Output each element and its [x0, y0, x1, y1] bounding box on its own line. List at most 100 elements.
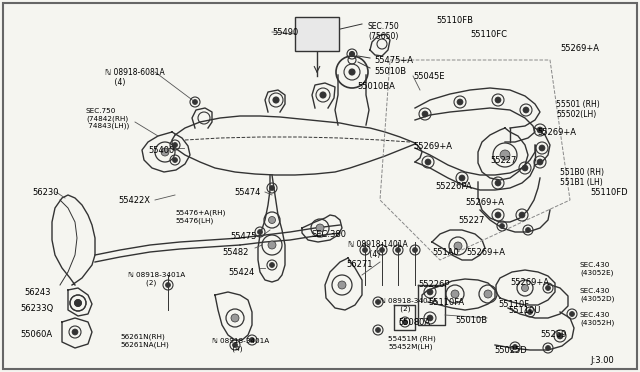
- Text: 551B0 (RH)
551B1 (LH): 551B0 (RH) 551B1 (LH): [560, 168, 604, 187]
- Text: 55269+A: 55269+A: [413, 142, 452, 151]
- Text: 55227: 55227: [458, 216, 484, 225]
- Circle shape: [161, 148, 169, 156]
- Circle shape: [380, 247, 385, 253]
- Text: 55010BA: 55010BA: [357, 82, 395, 91]
- Circle shape: [495, 180, 501, 186]
- Circle shape: [74, 299, 81, 307]
- Text: 56233Q: 56233Q: [20, 304, 53, 313]
- Text: 55025D: 55025D: [494, 346, 527, 355]
- Circle shape: [459, 175, 465, 181]
- Text: 55422X: 55422X: [118, 196, 150, 205]
- Circle shape: [396, 247, 401, 253]
- Text: 55110U: 55110U: [508, 306, 540, 315]
- Text: 55269+A: 55269+A: [465, 198, 504, 207]
- Circle shape: [454, 242, 462, 250]
- Text: 55269+A: 55269+A: [560, 44, 599, 53]
- Circle shape: [422, 111, 428, 117]
- Text: ℕ 08918-3401A
         (4): ℕ 08918-3401A (4): [212, 338, 269, 352]
- Circle shape: [349, 51, 355, 57]
- Text: 55475+A: 55475+A: [374, 56, 413, 65]
- Text: ℕ 08918-1401A
         (4): ℕ 08918-1401A (4): [348, 240, 408, 259]
- Circle shape: [425, 159, 431, 165]
- Circle shape: [320, 92, 326, 98]
- Text: ℕ 08918-3401A
         (2): ℕ 08918-3401A (2): [380, 298, 437, 311]
- Text: 55269+A: 55269+A: [466, 248, 505, 257]
- Circle shape: [232, 343, 237, 347]
- Circle shape: [539, 145, 545, 151]
- Circle shape: [495, 97, 501, 103]
- Text: SEC.380: SEC.380: [312, 230, 347, 239]
- Text: 55226PA: 55226PA: [435, 182, 472, 191]
- Text: 55045E: 55045E: [413, 72, 445, 81]
- Circle shape: [519, 212, 525, 218]
- Text: 56243: 56243: [24, 288, 51, 297]
- Text: 55269+A: 55269+A: [537, 128, 576, 137]
- Circle shape: [525, 228, 531, 232]
- Text: 55110FA: 55110FA: [428, 298, 464, 307]
- Text: 55490: 55490: [272, 28, 298, 37]
- Circle shape: [72, 329, 78, 335]
- Circle shape: [484, 290, 492, 298]
- Circle shape: [338, 281, 346, 289]
- Text: 55475: 55475: [230, 232, 257, 241]
- Text: 55482: 55482: [222, 248, 248, 257]
- Text: 55451M (RH)
55452M(LH): 55451M (RH) 55452M(LH): [388, 336, 436, 350]
- Circle shape: [427, 315, 433, 321]
- Text: 55400: 55400: [148, 146, 174, 155]
- Text: 55060A: 55060A: [20, 330, 52, 339]
- Text: 55501 (RH)
55502(LH): 55501 (RH) 55502(LH): [556, 100, 600, 119]
- Text: 55227: 55227: [490, 156, 516, 165]
- Circle shape: [499, 224, 504, 228]
- Circle shape: [495, 212, 501, 218]
- Circle shape: [193, 99, 198, 105]
- Circle shape: [545, 346, 550, 350]
- Text: 55424: 55424: [228, 268, 254, 277]
- Circle shape: [349, 69, 355, 75]
- Circle shape: [451, 290, 459, 298]
- Circle shape: [413, 247, 417, 253]
- Text: 55110FD: 55110FD: [590, 188, 628, 197]
- Circle shape: [376, 327, 381, 333]
- Circle shape: [250, 337, 255, 343]
- Text: 55080A: 55080A: [398, 318, 430, 327]
- Text: SEC.430
(43052H): SEC.430 (43052H): [580, 312, 614, 326]
- Circle shape: [166, 282, 170, 288]
- Circle shape: [427, 289, 433, 295]
- Text: 56230: 56230: [32, 188, 58, 197]
- Circle shape: [522, 165, 528, 171]
- Text: J:3.00: J:3.00: [590, 356, 614, 365]
- Circle shape: [257, 230, 262, 234]
- Circle shape: [500, 150, 510, 160]
- Text: SEC.430
(43052D): SEC.430 (43052D): [580, 288, 614, 301]
- Circle shape: [457, 99, 463, 105]
- Circle shape: [537, 127, 543, 133]
- Text: 55474: 55474: [234, 188, 260, 197]
- Text: 55269: 55269: [540, 330, 566, 339]
- Text: ℕ 08918-6081A
    (4): ℕ 08918-6081A (4): [105, 68, 164, 87]
- Text: 55110F: 55110F: [498, 300, 529, 309]
- Circle shape: [316, 224, 324, 232]
- Circle shape: [403, 320, 408, 324]
- FancyBboxPatch shape: [295, 17, 339, 51]
- Circle shape: [376, 299, 381, 305]
- Circle shape: [273, 97, 279, 103]
- Text: 56261N(RH)
56261NA(LH): 56261N(RH) 56261NA(LH): [120, 334, 169, 348]
- Text: 55476+A(RH)
55476(LH): 55476+A(RH) 55476(LH): [175, 210, 225, 224]
- Circle shape: [537, 159, 543, 165]
- Circle shape: [523, 107, 529, 113]
- Circle shape: [269, 217, 275, 224]
- Text: 55010B: 55010B: [455, 316, 487, 325]
- Text: 55010B: 55010B: [374, 67, 406, 76]
- Circle shape: [527, 310, 532, 314]
- Text: SEC.750
(74842(RH)
 74843(LH)): SEC.750 (74842(RH) 74843(LH)): [86, 108, 129, 129]
- Circle shape: [545, 285, 550, 291]
- Circle shape: [269, 186, 275, 190]
- Circle shape: [570, 311, 575, 317]
- Text: SEC.750
(75650): SEC.750 (75650): [368, 22, 400, 41]
- Circle shape: [557, 333, 563, 339]
- Text: SEC.430
(43052E): SEC.430 (43052E): [580, 262, 613, 276]
- Text: 55110FB: 55110FB: [436, 16, 473, 25]
- Text: ℕ 08918-3401A
        (2): ℕ 08918-3401A (2): [128, 272, 185, 285]
- Circle shape: [173, 142, 177, 148]
- Circle shape: [268, 241, 276, 249]
